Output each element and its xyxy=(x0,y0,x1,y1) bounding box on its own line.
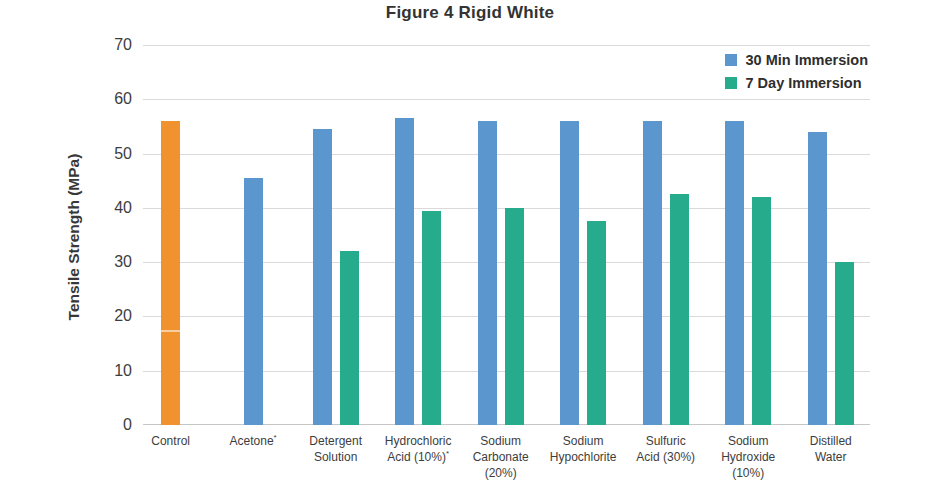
bar-30-min-immersion-detergent-solution xyxy=(313,129,332,425)
bar-7-day-immersion-sodium-carbonate-20 xyxy=(505,208,524,425)
legend-swatch-30-min-immersion xyxy=(725,54,737,66)
y-tick-label-10: 10 xyxy=(0,360,132,382)
bar-7-day-immersion-hydrochloric-acid-10 xyxy=(422,211,441,425)
plot-area: 30 Min Immersion 7 Day Immersion xyxy=(143,45,870,425)
bar-30-min-immersion-control xyxy=(161,121,180,425)
gridline-60 xyxy=(143,99,870,100)
bar-7-day-immersion-distilled-water xyxy=(835,262,854,425)
legend-label: 7 Day Immersion xyxy=(746,75,862,91)
x-category-label-detergent-solution: DetergentSolution xyxy=(309,434,362,466)
x-category-label-sulfuric-acid-30: SulfuricAcid (30%) xyxy=(636,434,695,466)
bar-30-min-immersion-sulfuric-acid-30 xyxy=(643,121,662,425)
x-category-label-control: Control xyxy=(151,434,190,450)
bar-7-day-immersion-detergent-solution xyxy=(340,251,359,425)
y-tick-label-60: 60 xyxy=(0,88,132,110)
y-tick-label-70: 70 xyxy=(0,34,132,56)
y-tick-label-40: 40 xyxy=(0,197,132,219)
gridline-70 xyxy=(143,45,870,46)
footnote-asterisk: * xyxy=(274,433,277,442)
y-tick-label-20: 20 xyxy=(0,305,132,327)
bar-30-min-immersion-acetone xyxy=(244,178,263,425)
x-category-label-acetone: Acetone* xyxy=(230,434,277,450)
x-category-label-hydrochloric-acid-10: HydrochloricAcid (10%)* xyxy=(385,434,452,466)
figure-4-rigid-white-chart: Figure 4 Rigid White Tensile Strength (M… xyxy=(0,0,940,494)
bar-7-day-immersion-sulfuric-acid-30 xyxy=(670,194,689,425)
chart-title: Figure 4 Rigid White xyxy=(0,3,940,23)
bar-30-min-immersion-hydrochloric-acid-10 xyxy=(395,118,414,425)
bar-30-min-immersion-sodium-carbonate-20 xyxy=(478,121,497,425)
footnote-asterisk: * xyxy=(446,449,449,458)
legend: 30 Min Immersion 7 Day Immersion xyxy=(725,52,868,91)
gridline-50 xyxy=(143,154,870,155)
bar-7-day-immersion-sodium-hypochlorite xyxy=(587,221,606,425)
x-category-label-sodium-hypochlorite: SodiumHypochlorite xyxy=(550,434,617,466)
bar-30-min-immersion-distilled-water xyxy=(808,132,827,425)
y-tick-label-0: 0 xyxy=(0,414,132,436)
control-bar-gridline-artifact xyxy=(161,330,180,332)
x-axis-category-labels: Control Acetone* DetergentSolution Hydrochl… xyxy=(143,434,870,492)
x-category-label-sodium-carbonate-20: SodiumCarbonate(20%) xyxy=(473,434,529,481)
y-tick-label-50: 50 xyxy=(0,143,132,165)
legend-item-7-day-immersion: 7 Day Immersion xyxy=(725,75,868,91)
x-category-label-sodium-hydroxide-10: SodiumHydroxide(10%) xyxy=(721,434,775,481)
legend-item-30-min-immersion: 30 Min Immersion xyxy=(725,52,868,68)
bar-30-min-immersion-sodium-hydroxide-10 xyxy=(725,121,744,425)
legend-label: 30 Min Immersion xyxy=(746,52,868,68)
x-category-label-distilled-water: DistilledWater xyxy=(810,434,852,466)
bar-7-day-immersion-sodium-hydroxide-10 xyxy=(752,197,771,425)
bar-30-min-immersion-sodium-hypochlorite xyxy=(560,121,579,425)
legend-swatch-7-day-immersion xyxy=(725,77,737,89)
y-tick-label-30: 30 xyxy=(0,251,132,273)
y-axis-tick-labels: 010203040506070 xyxy=(0,45,132,425)
